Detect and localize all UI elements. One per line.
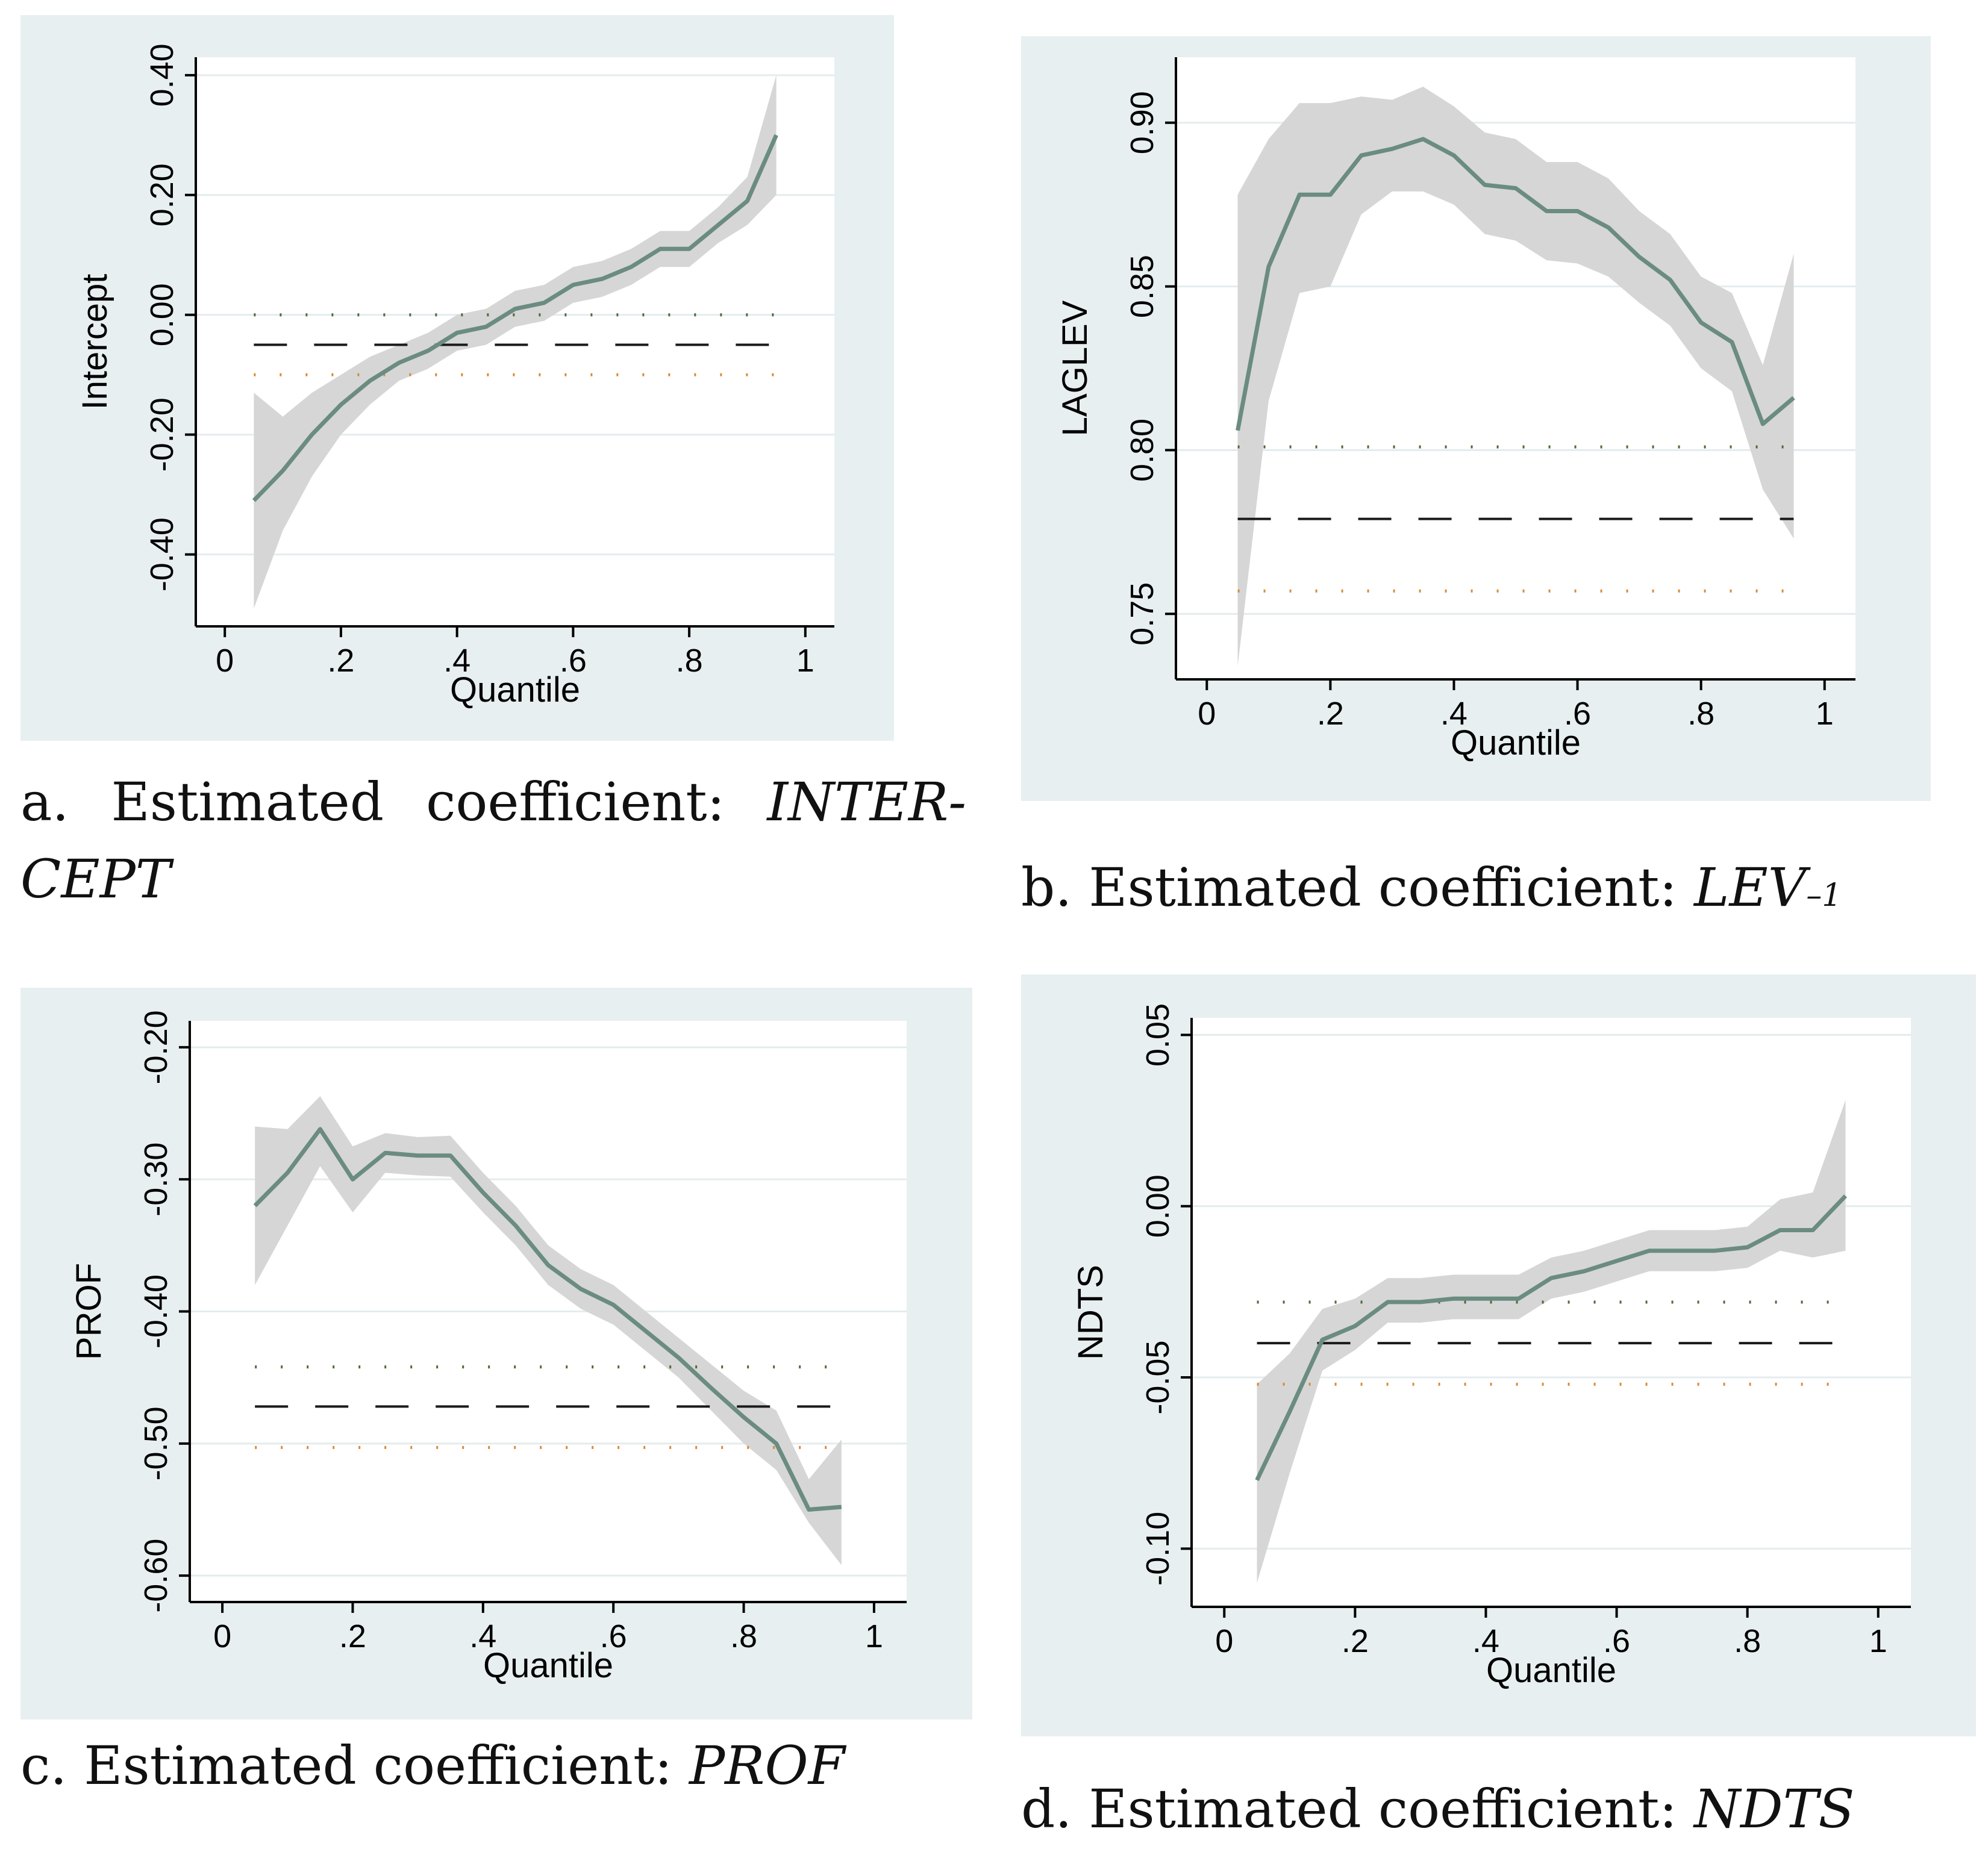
x-tick-label: .2 bbox=[327, 643, 354, 679]
x-tick-label: .2 bbox=[1317, 696, 1344, 732]
x-tick-label: .8 bbox=[730, 1618, 757, 1654]
y-tick-label: 0.40 bbox=[144, 43, 180, 107]
y-tick-label: 0.05 bbox=[1140, 1003, 1176, 1067]
x-tick-label: 1 bbox=[1816, 696, 1834, 732]
x-tick-label: 0 bbox=[213, 1618, 231, 1654]
y-tick-label: 0.00 bbox=[1140, 1174, 1176, 1238]
estimate-line bbox=[252, 134, 778, 502]
caption-prefix: a. Estimated coefficient: bbox=[20, 771, 767, 833]
y-tick-label: 0.80 bbox=[1124, 419, 1160, 482]
x-tick-label: .6 bbox=[560, 643, 587, 679]
y-tick-label: -0.50 bbox=[138, 1406, 174, 1480]
x-tick-label: 0 bbox=[1215, 1623, 1233, 1659]
chart-b: 0.90 0.85 0.80 0.75 0 .2 .4 .6 .8 1 Quantile LAGLEV bbox=[1021, 36, 1931, 801]
y-tick-label: -0.40 bbox=[138, 1274, 174, 1348]
y-tick-label: -0.10 bbox=[1140, 1512, 1176, 1586]
x-axis-label: Quantile bbox=[450, 670, 580, 709]
x-axis-label: Quantile bbox=[1486, 1651, 1616, 1690]
y-tick-label: -0.60 bbox=[138, 1539, 174, 1613]
x-tick-label: 0 bbox=[1198, 696, 1216, 732]
y-axis-label: LAGLEV bbox=[1055, 300, 1095, 436]
y-tick-label: 0.00 bbox=[144, 283, 180, 346]
estimate-line bbox=[253, 1127, 842, 1512]
y-tick-label: -0.20 bbox=[138, 1010, 174, 1084]
x-tick-label: .8 bbox=[676, 643, 703, 679]
x-tick-label: .4 bbox=[1472, 1623, 1499, 1659]
y-axis-label: PROF bbox=[69, 1263, 108, 1360]
x-tick-label: .6 bbox=[1564, 696, 1591, 732]
y-axis-label: Intercept bbox=[75, 274, 114, 410]
y-tick-label: -0.40 bbox=[144, 517, 180, 591]
chart-a: 0.40 0.20 0.00 -0.20 -0.40 0 .2 .4 .6 .8 1 Quantile… bbox=[20, 15, 894, 741]
y-tick-label: 0.90 bbox=[1124, 91, 1160, 154]
caption-variable: PROF bbox=[689, 1735, 845, 1797]
caption-prefix: d. Estimated coefficient: bbox=[1021, 1778, 1695, 1840]
x-tick-label: .2 bbox=[1342, 1623, 1369, 1659]
x-tick-label: .8 bbox=[1687, 696, 1714, 732]
confidence-band bbox=[255, 1096, 842, 1565]
caption-variable: NDTS bbox=[1694, 1778, 1855, 1840]
x-axis-label: Quantile bbox=[1451, 723, 1581, 762]
x-tick-label: .4 bbox=[443, 643, 470, 679]
x-axis-label: Quantile bbox=[483, 1646, 613, 1685]
caption-subscript: –1 bbox=[1806, 878, 1842, 914]
y-tick-label: -0.20 bbox=[144, 397, 180, 472]
x-tick-label: .6 bbox=[600, 1618, 627, 1654]
caption-variable: INTER-CEPT bbox=[20, 771, 966, 910]
caption-prefix: b. Estimated coefficient: bbox=[1021, 856, 1695, 918]
y-tick-label: 0.20 bbox=[144, 163, 180, 226]
y-tick-label: -0.05 bbox=[1140, 1340, 1176, 1414]
chart-d: 0.05 0.00 -0.05 -0.10 0 .2 .4 .6 .8 1 Quantile NDTS bbox=[1021, 974, 1976, 1736]
caption-variable: LEV bbox=[1694, 856, 1807, 918]
caption-b: b. Estimated coefficient: LEV–1 bbox=[1021, 849, 1961, 926]
x-tick-label: .2 bbox=[339, 1618, 366, 1654]
caption-prefix: c. Estimated coefficient: bbox=[20, 1735, 689, 1797]
x-tick-label: .4 bbox=[469, 1618, 496, 1654]
plot-area bbox=[1192, 1018, 1911, 1607]
caption-c: c. Estimated coefficient: PROF bbox=[20, 1727, 960, 1804]
plot-area bbox=[196, 57, 834, 626]
estimate-line bbox=[1255, 1194, 1848, 1482]
estimate-line bbox=[1236, 137, 1795, 431]
y-tick-label: 0.85 bbox=[1124, 255, 1160, 318]
x-tick-label: 1 bbox=[865, 1618, 883, 1654]
x-tick-label: .6 bbox=[1603, 1623, 1630, 1659]
y-tick-label: 0.75 bbox=[1124, 582, 1160, 646]
caption-d: d. Estimated coefficient: NDTS bbox=[1021, 1771, 1961, 1848]
x-tick-label: 1 bbox=[796, 643, 814, 679]
confidence-band bbox=[1237, 86, 1794, 667]
x-tick-label: .8 bbox=[1734, 1623, 1761, 1659]
y-axis-label: NDTS bbox=[1071, 1265, 1110, 1360]
chart-c: -0.20 -0.30 -0.40 -0.50 -0.60 0 .2 .4 .6 .8 1 Quant… bbox=[20, 988, 972, 1719]
y-tick-label: -0.30 bbox=[138, 1143, 174, 1217]
x-tick-label: 1 bbox=[1869, 1623, 1887, 1659]
x-tick-label: 0 bbox=[216, 643, 234, 679]
x-tick-label: .4 bbox=[1440, 696, 1468, 732]
caption-a: a. Estimated coefficient: INTER-CEPT bbox=[20, 764, 966, 917]
